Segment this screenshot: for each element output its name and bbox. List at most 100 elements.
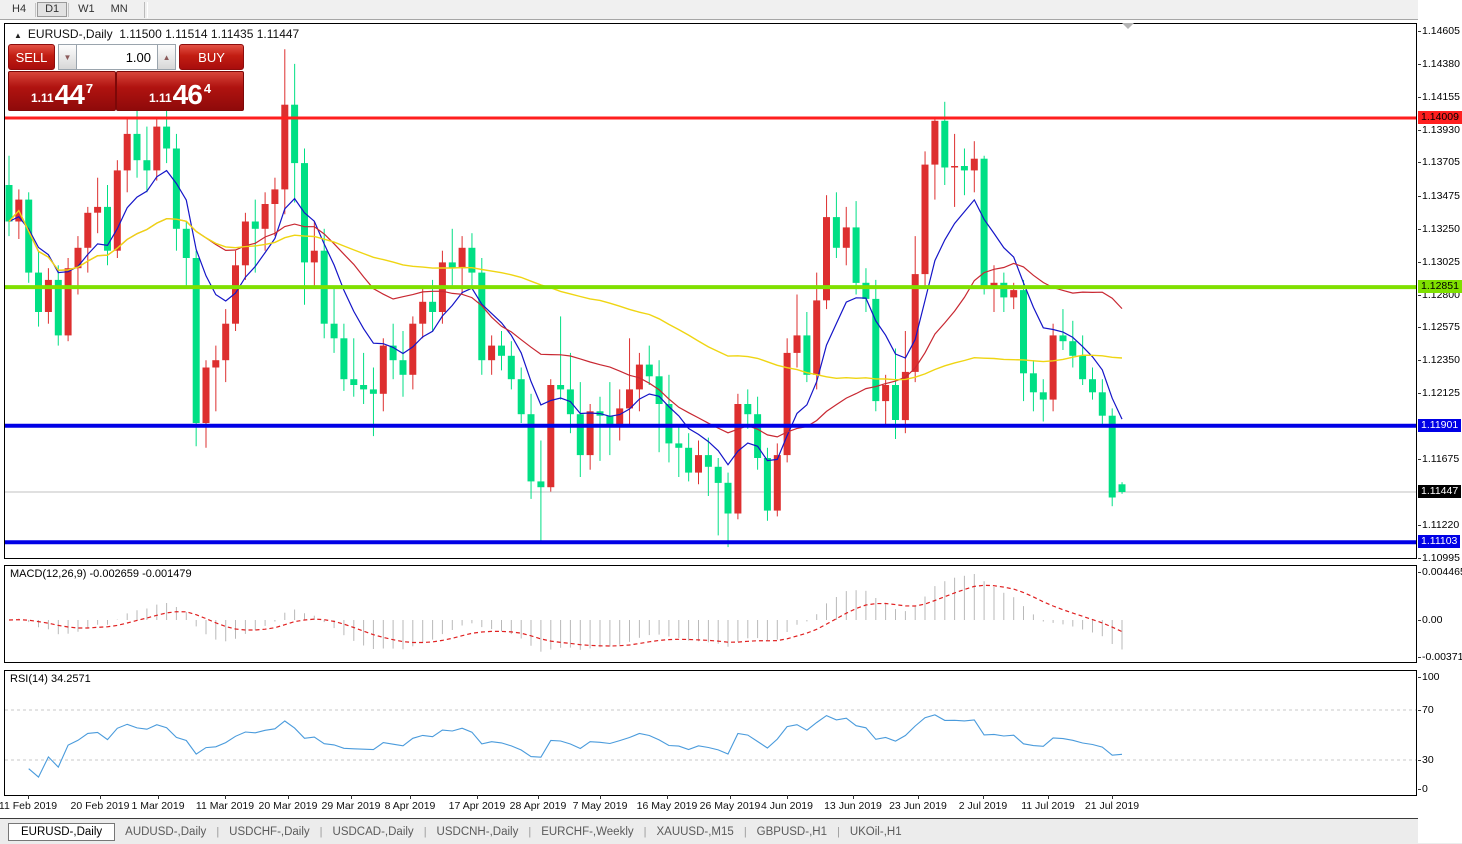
axis-tick-mark: [1418, 789, 1421, 790]
price-tick: 1.13930: [1422, 123, 1460, 136]
axis-tick-mark: [1418, 458, 1421, 460]
timeframe-toolbar: H4 D1 W1 MN: [0, 0, 1462, 20]
price-tick: 1.14380: [1422, 57, 1460, 70]
tab-separator: |: [836, 825, 840, 838]
timeframe-button-d1[interactable]: D1: [37, 2, 68, 17]
price-tick: 1.13475: [1422, 189, 1460, 202]
price-tick: 1.14155: [1422, 90, 1460, 103]
date-label: 28 Apr 2019: [509, 800, 567, 812]
date-tick-mark: [351, 795, 352, 799]
date-tick-mark: [288, 795, 289, 799]
tab-separator: |: [216, 825, 220, 838]
date-label: 7 May 2019: [572, 800, 628, 812]
tab-eurchf-weekly[interactable]: EURCHF-,Weekly: [541, 825, 634, 838]
rsi-tick: 100: [1422, 671, 1440, 683]
ask-big: 46: [172, 79, 203, 110]
volume-increase-icon[interactable]: ▲: [157, 44, 177, 70]
axis-tick-mark: [1418, 63, 1421, 65]
date-tick-mark: [730, 795, 731, 799]
date-tick-mark: [225, 795, 226, 799]
axis-tick-mark: [1418, 162, 1421, 164]
tab-eurusd-daily[interactable]: EURUSD-,Daily: [8, 822, 116, 841]
ask-small: 1.11: [148, 91, 172, 105]
hline-price-label: 1.14009: [1418, 111, 1462, 124]
macd-chart: [8, 574, 1123, 652]
axis-tick-mark: [1418, 327, 1421, 329]
tab-audusd-daily[interactable]: AUDUSD-,Daily: [125, 825, 207, 838]
date-tick-mark: [100, 795, 101, 799]
chart-title: ▲ EURUSD-,Daily 1.11500 1.11514 1.11435 1…: [14, 27, 299, 41]
price-tick: 1.14605: [1422, 25, 1460, 37]
date-label: 16 May 2019: [636, 800, 698, 812]
hline-price-label: 1.11103: [1418, 535, 1461, 549]
ask-price-button[interactable]: 1.11 46 4: [116, 71, 244, 111]
chart-shift-marker-icon[interactable]: [1122, 23, 1134, 29]
date-label: 26 May 2019: [699, 800, 761, 812]
rsi-label: RSI(14) 34.2571: [10, 673, 91, 685]
timeframe-button-w1[interactable]: W1: [78, 3, 95, 15]
tab-usdcnh-daily[interactable]: USDCNH-,Daily: [436, 825, 519, 838]
axis-tick-mark: [1418, 572, 1421, 573]
date-label: 13 Jun 2019: [824, 800, 882, 812]
date-label: 23 Jun 2019: [889, 800, 947, 812]
macd-tick: 0.00: [1422, 614, 1443, 626]
hline-price-label: 1.12851: [1418, 280, 1462, 294]
axis-tick-mark: [1418, 710, 1421, 711]
bid-price-button[interactable]: 1.11 44 7: [8, 71, 116, 111]
ask-sup: 4: [203, 81, 212, 96]
axis-tick-mark: [1418, 360, 1421, 362]
hline-price-label: 1.11901: [1418, 418, 1462, 432]
tab-usdchf-daily[interactable]: USDCHF-,Daily: [229, 825, 310, 838]
tab-xauusd-m15[interactable]: XAUUSD-,M15: [656, 825, 734, 838]
tab-separator: |: [423, 825, 427, 838]
date-label: 11 Feb 2019: [0, 800, 58, 812]
tab-separator: |: [319, 825, 323, 838]
date-tick-mark: [853, 795, 854, 799]
tab-gbpusd-h1[interactable]: GBPUSD-,H1: [756, 825, 827, 838]
timeframe-button-mn[interactable]: MN: [110, 3, 128, 15]
date-label: 21 Jul 2019: [1084, 800, 1140, 812]
tab-usdcad-daily[interactable]: USDCAD-,Daily: [332, 825, 414, 838]
timeframe-button-h4[interactable]: H4: [12, 3, 27, 15]
axis-tick-mark: [1418, 620, 1421, 621]
bid-small: 1.11: [30, 91, 54, 105]
toolbar-separator: [68, 2, 70, 17]
date-tick-mark: [1048, 795, 1049, 799]
collapse-icon[interactable]: ▲: [14, 31, 22, 40]
date-label: 4 Jun 2019: [761, 800, 813, 812]
toolbar-separator: [143, 1, 148, 18]
price-tick: 1.12575: [1422, 321, 1460, 334]
macd-panel: MACD(12,26,9) -0.002659 -0.001479: [4, 565, 1417, 663]
price-tick: 1.11675: [1422, 452, 1460, 465]
date-tick-mark: [1112, 795, 1113, 799]
price-tick: 1.10995: [1422, 552, 1460, 564]
rsi-chart: [5, 709, 1416, 778]
chart-tab-bar: EURUSD-,Daily AUDUSD-,Daily | USDCHF-,Daily…: [0, 818, 1462, 844]
tab-ukoil-h1[interactable]: UKOil-,H1: [849, 825, 902, 838]
ohlc-values: 1.11500 1.11514 1.11435 1.11447: [119, 27, 300, 41]
volume-input[interactable]: [77, 44, 158, 70]
date-label: 20 Feb 2019: [70, 800, 130, 812]
tab-separator: |: [528, 825, 532, 838]
price-tick: 1.13025: [1422, 255, 1460, 268]
date-label: 17 Apr 2019: [448, 800, 506, 812]
axis-tick-mark: [1418, 677, 1421, 678]
axis-tick-mark: [1418, 31, 1421, 32]
date-label: 1 Mar 2019: [131, 800, 185, 812]
date-tick-mark: [28, 795, 29, 799]
rsi-tick: 70: [1422, 704, 1434, 716]
axis-tick-mark: [1418, 760, 1421, 761]
date-tick-mark: [918, 795, 919, 799]
axis-tick-mark: [1418, 195, 1421, 197]
date-label: 2 Jul 2019: [958, 800, 1008, 812]
axis-tick-mark: [1418, 96, 1421, 98]
sell-button[interactable]: SELL: [8, 44, 55, 70]
rsi-tick: 30: [1422, 754, 1434, 766]
buy-button[interactable]: BUY: [179, 44, 244, 70]
volume-decrease-icon[interactable]: ▼: [57, 44, 78, 70]
axis-tick-mark: [1418, 525, 1421, 527]
price-tick: 1.12350: [1422, 354, 1460, 367]
axis-tick-mark: [1418, 294, 1421, 296]
date-tick-mark: [600, 795, 601, 799]
